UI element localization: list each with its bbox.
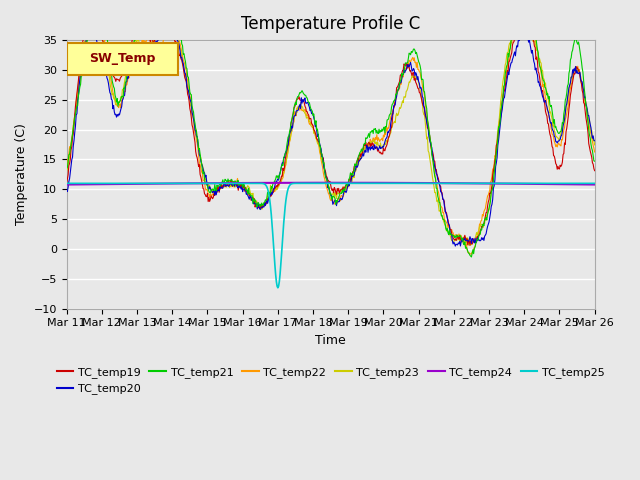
Title: Temperature Profile C: Temperature Profile C <box>241 15 420 33</box>
TC_temp19 <box>323 174 330 180</box>
TC_temp25 <box>591 180 598 186</box>
TC_temp22 <box>323 183 330 189</box>
Line: TC_temp25: TC_temp25 <box>67 183 595 288</box>
TC_temp24 <box>323 180 330 186</box>
TC_temp20 <box>544 108 552 113</box>
TC_temp22 <box>468 252 476 257</box>
TC_temp24 <box>202 180 209 186</box>
TC_temp20 <box>451 243 459 249</box>
Legend: TC_temp19, TC_temp20, TC_temp21, TC_temp22, TC_temp23, TC_temp24, TC_temp25: TC_temp19, TC_temp20, TC_temp21, TC_temp… <box>52 362 609 399</box>
FancyBboxPatch shape <box>67 43 177 75</box>
TC_temp25 <box>323 180 331 186</box>
Line: TC_temp20: TC_temp20 <box>67 16 595 246</box>
TC_temp24 <box>543 181 551 187</box>
TC_temp24 <box>374 180 382 186</box>
TC_temp23 <box>63 168 70 174</box>
TC_temp19 <box>466 242 474 248</box>
TC_temp25 <box>543 180 551 186</box>
TC_temp23 <box>374 143 382 148</box>
TC_temp22 <box>202 185 209 191</box>
TC_temp23 <box>202 176 210 181</box>
TC_temp25 <box>374 180 382 186</box>
TC_temp19 <box>179 60 186 66</box>
TC_temp24 <box>591 181 598 187</box>
TC_temp25 <box>179 180 186 186</box>
TC_temp19 <box>522 6 529 12</box>
TC_temp25 <box>202 180 209 186</box>
TC_temp25 <box>274 285 282 291</box>
TC_temp24 <box>63 181 70 187</box>
TC_temp22 <box>591 149 598 155</box>
TC_temp19 <box>374 148 381 154</box>
TC_temp22 <box>63 166 70 171</box>
TC_temp25 <box>426 180 434 186</box>
TC_temp21 <box>468 254 476 260</box>
TC_temp20 <box>63 187 70 193</box>
TC_temp21 <box>202 180 209 186</box>
Y-axis label: Temperature (C): Temperature (C) <box>15 123 28 225</box>
TC_temp20 <box>179 60 187 66</box>
TC_temp19 <box>202 192 209 197</box>
TC_temp25 <box>63 180 70 186</box>
TC_temp22 <box>520 2 527 8</box>
TC_temp20 <box>591 138 598 144</box>
TC_temp20 <box>166 13 173 19</box>
Text: SW_Temp: SW_Temp <box>89 52 156 65</box>
TC_temp19 <box>591 168 598 174</box>
TC_temp21 <box>544 91 552 96</box>
TC_temp23 <box>544 94 552 99</box>
TC_temp23 <box>179 63 187 69</box>
TC_temp22 <box>544 108 552 113</box>
TC_temp21 <box>426 132 433 138</box>
Line: TC_temp19: TC_temp19 <box>67 9 595 245</box>
TC_temp23 <box>426 159 434 165</box>
TC_temp22 <box>374 138 381 144</box>
Line: TC_temp21: TC_temp21 <box>67 0 595 257</box>
TC_temp20 <box>202 172 210 178</box>
Line: TC_temp24: TC_temp24 <box>67 183 595 184</box>
TC_temp22 <box>179 54 186 60</box>
X-axis label: Time: Time <box>316 334 346 347</box>
TC_temp19 <box>426 132 433 138</box>
TC_temp21 <box>179 43 186 48</box>
TC_temp21 <box>591 158 598 164</box>
Line: TC_temp23: TC_temp23 <box>67 5 595 245</box>
TC_temp24 <box>426 180 434 186</box>
TC_temp23 <box>164 2 172 8</box>
TC_temp20 <box>426 140 434 146</box>
TC_temp22 <box>426 134 433 140</box>
TC_temp23 <box>465 242 472 248</box>
Line: TC_temp22: TC_temp22 <box>67 5 595 254</box>
TC_temp23 <box>323 180 331 185</box>
TC_temp23 <box>591 142 598 148</box>
TC_temp21 <box>323 176 330 181</box>
TC_temp24 <box>179 180 186 186</box>
TC_temp21 <box>63 166 70 171</box>
TC_temp20 <box>374 147 382 153</box>
TC_temp20 <box>323 176 331 181</box>
TC_temp19 <box>544 120 552 126</box>
TC_temp19 <box>63 180 70 186</box>
TC_temp24 <box>327 180 335 186</box>
TC_temp21 <box>374 130 381 136</box>
